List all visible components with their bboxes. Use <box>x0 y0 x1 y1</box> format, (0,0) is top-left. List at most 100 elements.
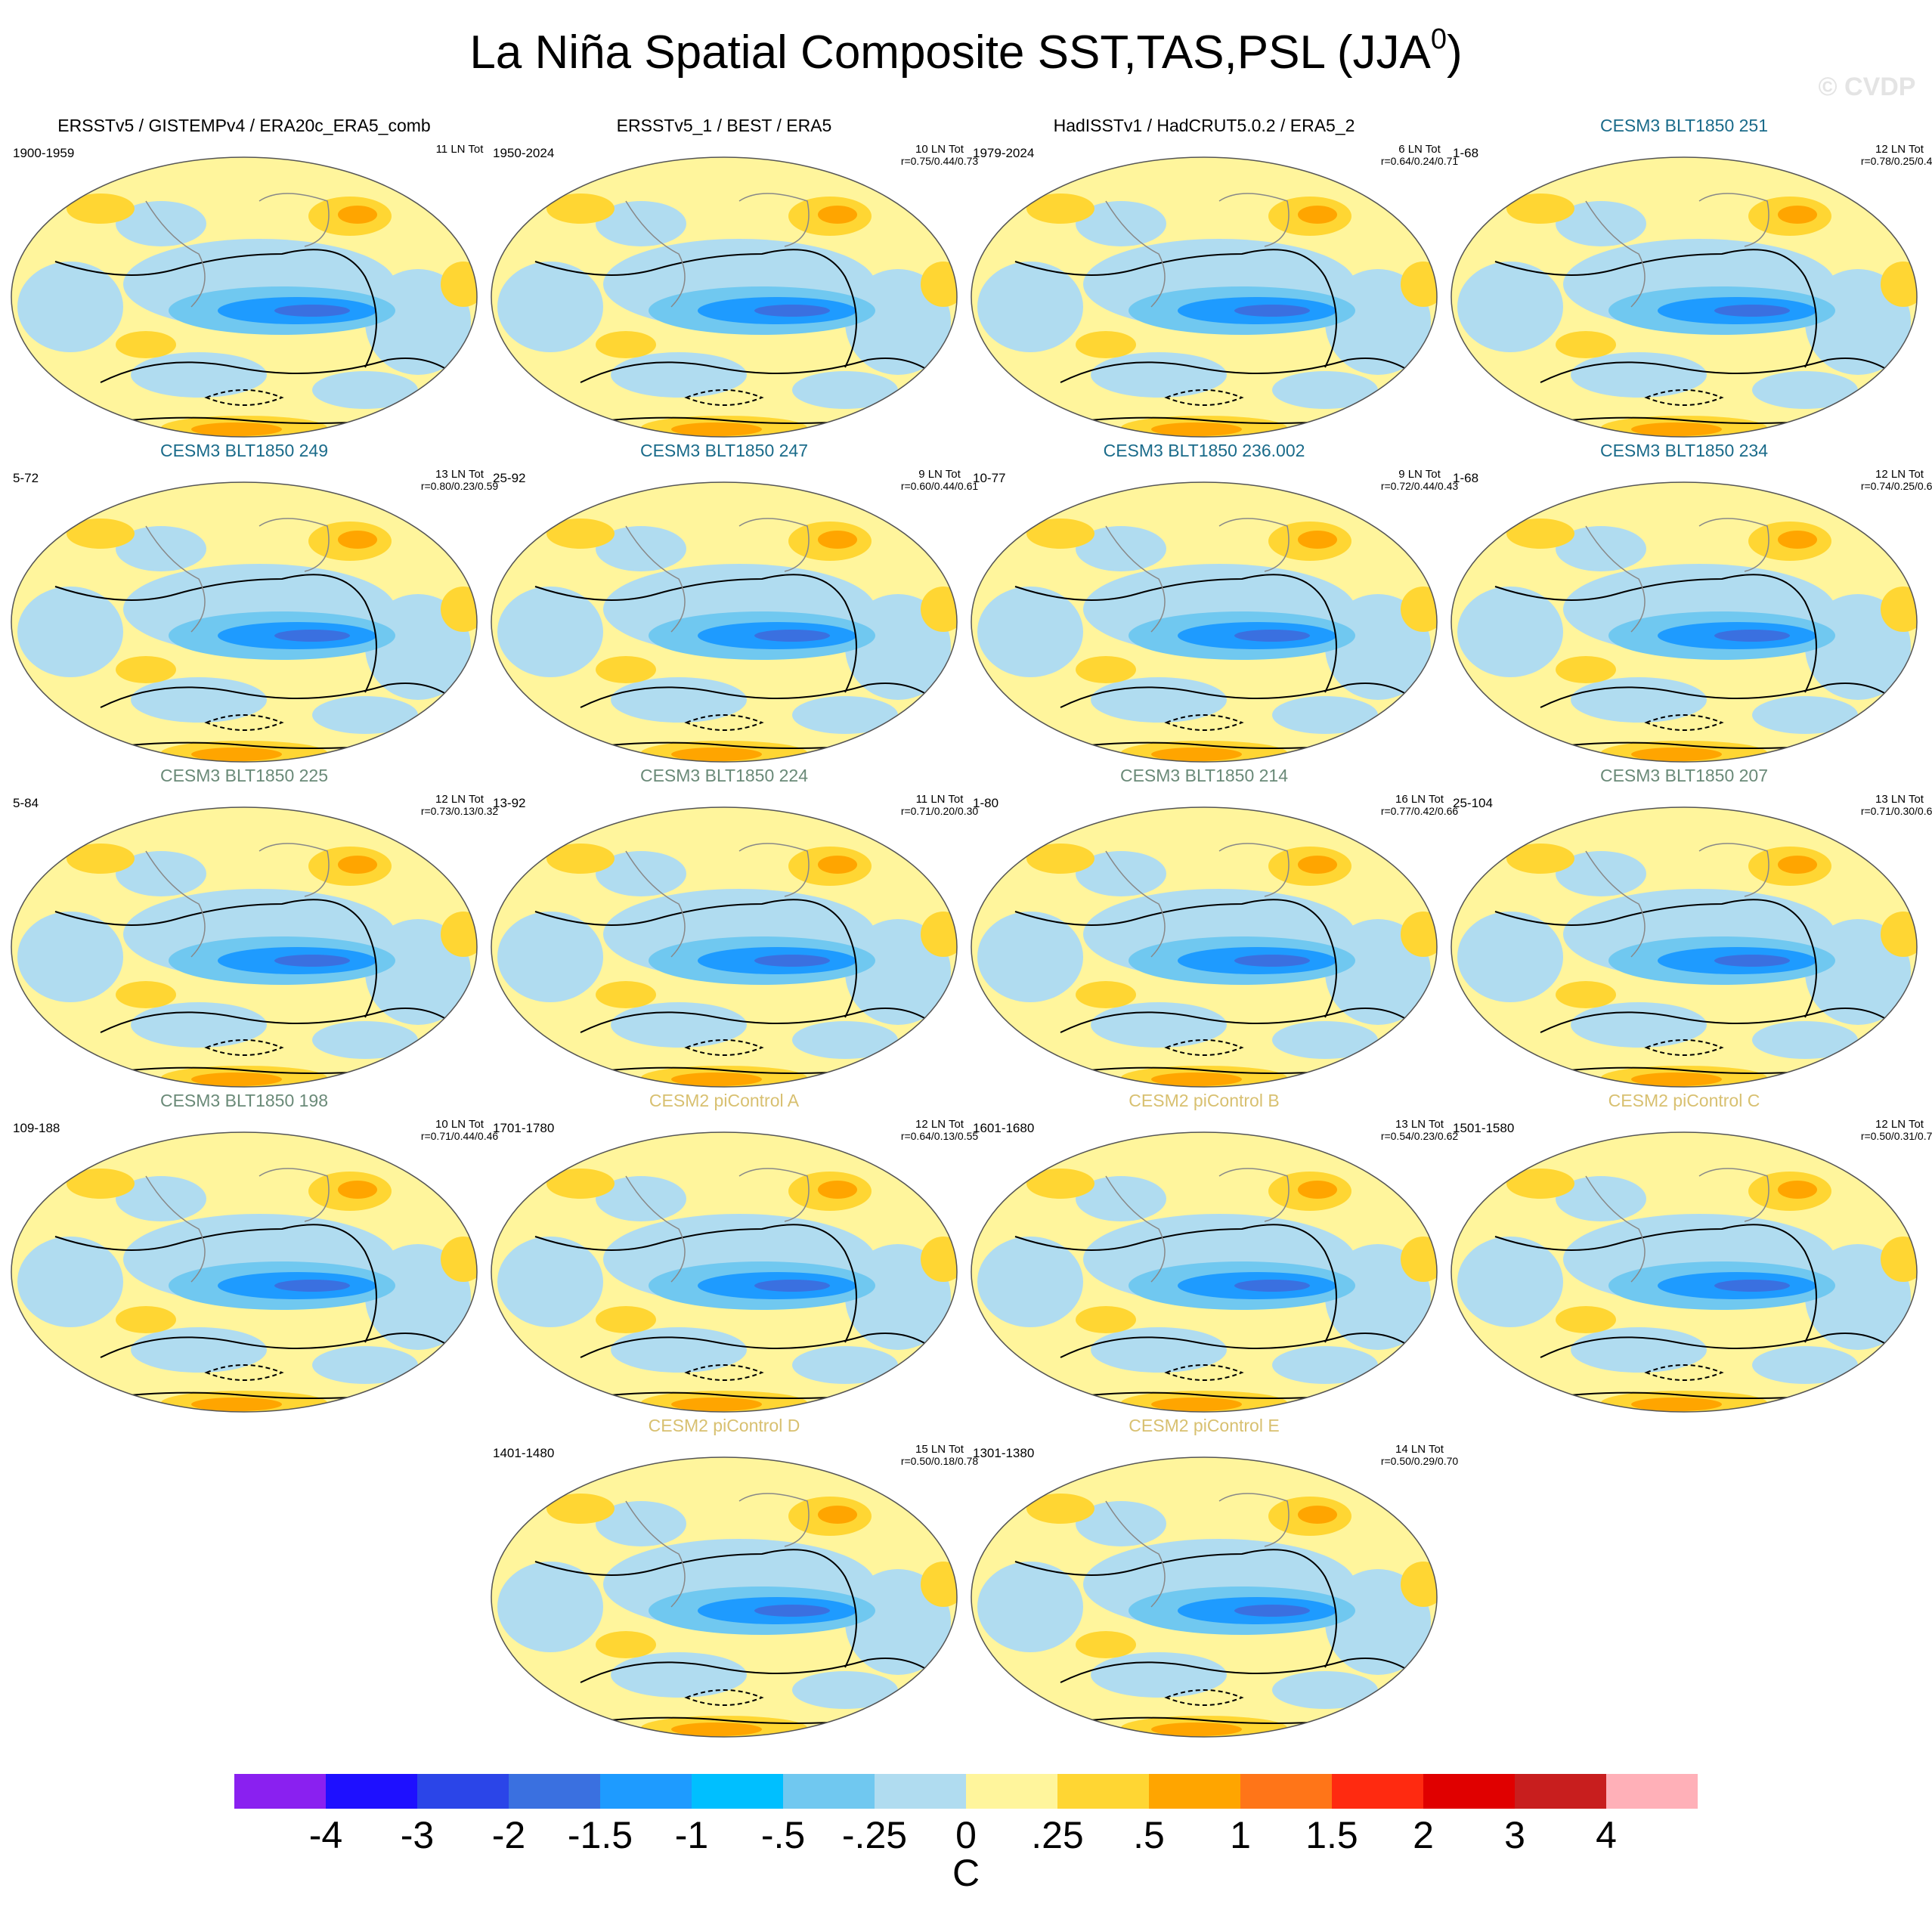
panel-title: CESM2 piControl B <box>1129 1091 1279 1110</box>
panel-title: CESM3 BLT1850 251 <box>1600 116 1768 135</box>
panel-count: 13 LN Tot <box>435 468 485 481</box>
figure-title: La Niña Spatial Composite SST,TAS,PSL (J… <box>469 23 1462 79</box>
colorbar-box <box>1057 1774 1149 1809</box>
panel-correlation: r=0.73/0.13/0.32 <box>421 805 499 817</box>
panel-count: 12 LN Tot <box>1875 1118 1924 1131</box>
map <box>10 1131 486 1415</box>
panel-title: CESM3 BLT1850 224 <box>640 766 808 785</box>
colorbar-label: 2 <box>1413 1814 1434 1856</box>
colorbar-box <box>692 1774 783 1809</box>
colorbar-box <box>966 1774 1057 1809</box>
panel: CESM2 piControl A 1701-1780 12 LN Totr=0.6… <box>490 1091 978 1415</box>
panel-count: 14 LN Tot <box>1395 1443 1444 1456</box>
panel-title: CESM3 BLT1850 234 <box>1600 441 1768 460</box>
panel-correlation: r=0.71/0.44/0.46 <box>421 1130 499 1142</box>
panel-period: 1501-1580 <box>1453 1121 1514 1135</box>
colorbar-box <box>234 1774 326 1809</box>
panel-count: 6 LN Tot <box>1398 143 1441 156</box>
map <box>1450 156 1926 440</box>
map <box>970 1131 1446 1415</box>
panel-title: CESM3 BLT1850 236.002 <box>1104 441 1305 460</box>
panel-count: 12 LN Tot <box>435 793 485 806</box>
panel-count: 12 LN Tot <box>915 1118 964 1131</box>
colorbar-box <box>1149 1774 1240 1809</box>
panel-title: CESM3 BLT1850 198 <box>160 1091 328 1110</box>
panel-correlation: r=0.80/0.23/0.59 <box>421 480 499 492</box>
panel-count: 10 LN Tot <box>915 143 964 156</box>
map <box>970 481 1446 765</box>
map <box>490 481 966 765</box>
map <box>1450 481 1926 765</box>
panel-title: CESM2 piControl E <box>1129 1416 1279 1435</box>
panel: CESM2 piControl E 1301-1380 14 LN Totr=0.5… <box>970 1416 1458 1740</box>
panel-count: 13 LN Tot <box>1395 1118 1444 1131</box>
panel-period: 1900-1959 <box>13 146 74 160</box>
panel-count: 13 LN Tot <box>1875 793 1924 806</box>
panel: CESM3 BLT1850 249 5-72 13 LN Totr=0.80/0.2… <box>10 441 498 765</box>
colorbar-box <box>1240 1774 1332 1809</box>
panel: CESM3 BLT1850 225 5-84 12 LN Totr=0.73/0.1… <box>10 766 498 1090</box>
panel-period: 1701-1780 <box>493 1121 554 1135</box>
panel-title: HadISSTv1 / HadCRUT5.0.2 / ERA5_2 <box>1054 116 1355 135</box>
colorbar-label: 3 <box>1504 1814 1525 1856</box>
panel-count: 9 LN Tot <box>1398 468 1441 481</box>
panel-correlation: r=0.50/0.29/0.70 <box>1381 1455 1459 1467</box>
colorbar-label: -2 <box>492 1814 525 1856</box>
map <box>1450 806 1926 1090</box>
colorbar-box <box>600 1774 692 1809</box>
panel: CESM3 BLT1850 234 1-68 12 LN Totr=0.74/0.2… <box>1450 441 1932 765</box>
panel-title: CESM2 piControl D <box>649 1416 800 1435</box>
panel-title: ERSSTv5_1 / BEST / ERA5 <box>617 116 832 135</box>
panel-period: 1-68 <box>1453 146 1478 160</box>
colorbar-box <box>509 1774 600 1809</box>
panel-count: 15 LN Tot <box>915 1443 964 1456</box>
colorbar-label: -3 <box>401 1814 434 1856</box>
panel-period: 1401-1480 <box>493 1446 554 1460</box>
colorbar-box <box>1606 1774 1698 1809</box>
panel: CESM2 piControl C 1501-1580 12 LN Totr=0.5… <box>1450 1091 1932 1415</box>
panel-count: 10 LN Tot <box>435 1118 485 1131</box>
panel-correlation: r=0.74/0.25/0.64 <box>1861 480 1932 492</box>
panel-correlation: r=0.71/0.20/0.30 <box>901 805 979 817</box>
panel: HadISSTv1 / HadCRUT5.0.2 / ERA5_2 1979-20… <box>970 116 1458 440</box>
map <box>10 806 486 1090</box>
panel-correlation: r=0.71/0.30/0.66 <box>1861 805 1932 817</box>
panel: CESM2 piControl D 1401-1480 15 LN Totr=0.5… <box>490 1416 978 1740</box>
colorbar-box <box>1515 1774 1606 1809</box>
panel-title: CESM3 BLT1850 214 <box>1120 766 1288 785</box>
map <box>970 1456 1446 1740</box>
panel: CESM3 BLT1850 224 13-92 11 LN Totr=0.71/0.… <box>490 766 978 1090</box>
panel-count: 9 LN Tot <box>918 468 961 481</box>
panel-period: 10-77 <box>973 471 1005 485</box>
map <box>970 806 1446 1090</box>
panel-correlation: r=0.50/0.31/0.71 <box>1861 1130 1932 1142</box>
panel-title: CESM2 piControl C <box>1608 1091 1760 1110</box>
watermark: © CVDP <box>1819 73 1916 101</box>
panel-title: ERSSTv5 / GISTEMPv4 / ERA20c_ERA5_comb <box>57 116 430 135</box>
map <box>490 806 966 1090</box>
panel-correlation: r=0.72/0.44/0.43 <box>1381 480 1459 492</box>
panel-correlation: r=0.60/0.44/0.61 <box>901 480 979 492</box>
panel: CESM3 BLT1850 251 1-68 12 LN Totr=0.78/0.2… <box>1450 116 1932 440</box>
panel-period: 109-188 <box>13 1121 60 1135</box>
colorbar-box <box>783 1774 875 1809</box>
panel-period: 25-92 <box>493 471 525 485</box>
colorbar-label: 1 <box>1230 1814 1251 1856</box>
colorbar-label: -1 <box>675 1814 708 1856</box>
colorbar-box <box>875 1774 966 1809</box>
panel-period: 1-80 <box>973 796 999 810</box>
map <box>10 156 486 440</box>
panel: CESM3 BLT1850 207 25-104 13 LN Totr=0.71/0… <box>1450 766 1932 1090</box>
colorbar-label: 1.5 <box>1305 1814 1358 1856</box>
colorbar-box <box>326 1774 417 1809</box>
panel: ERSSTv5 / GISTEMPv4 / ERA20c_ERA5_comb 19… <box>10 116 486 440</box>
colorbar-label: -4 <box>309 1814 342 1856</box>
panel-count: 12 LN Tot <box>1875 143 1924 156</box>
panel-correlation: r=0.64/0.13/0.55 <box>901 1130 979 1142</box>
panel-count: 11 LN Tot <box>436 143 485 156</box>
title-superscript: 0 <box>1431 23 1447 55</box>
panel-title: CESM3 BLT1850 207 <box>1600 766 1768 785</box>
panel: ERSSTv5_1 / BEST / ERA5 1950-2024 10 LN To… <box>490 116 978 440</box>
panel-period: 13-92 <box>493 796 525 810</box>
panel-correlation: r=0.77/0.42/0.66 <box>1381 805 1459 817</box>
